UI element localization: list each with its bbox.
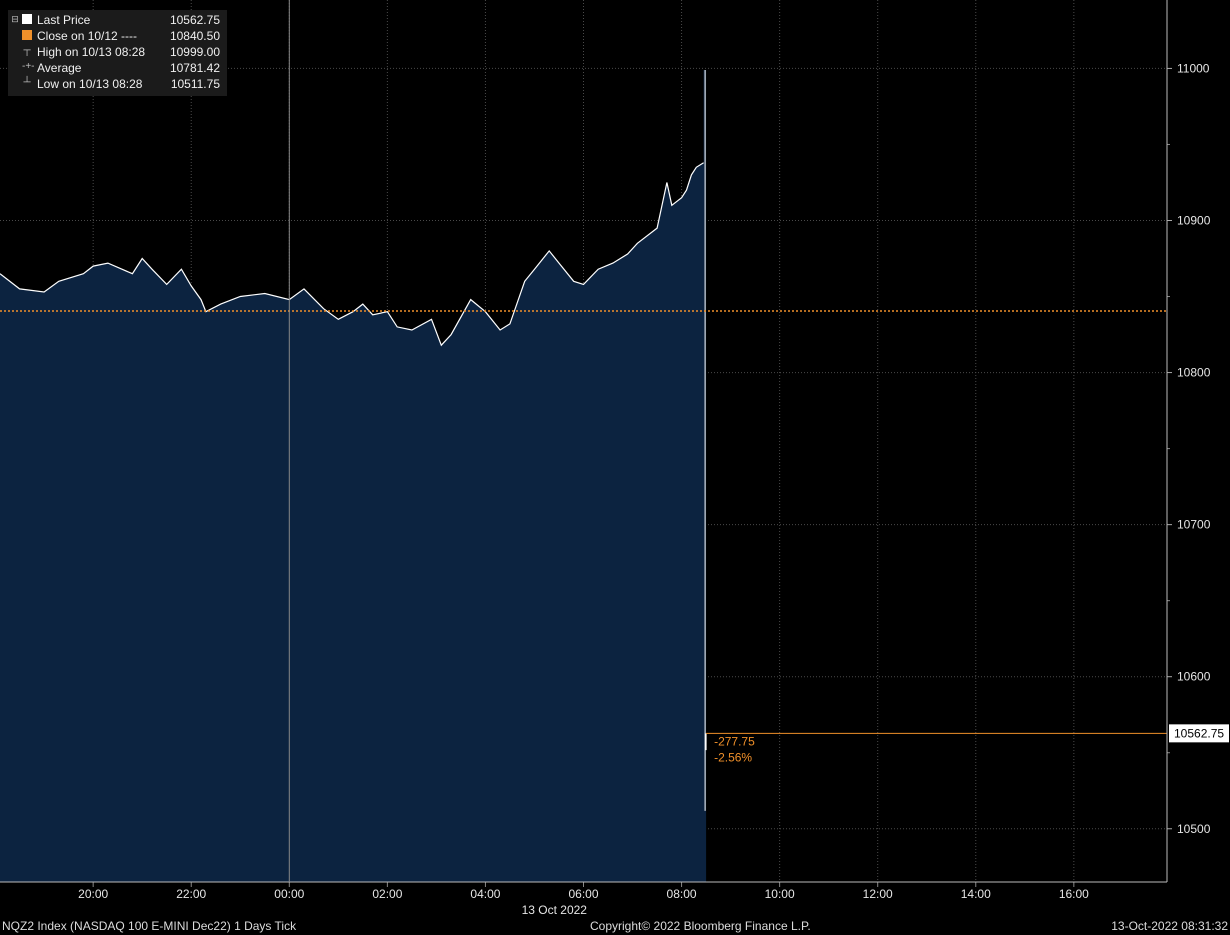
x-tick-label: 00:00 — [274, 887, 304, 901]
close-marker-icon — [22, 30, 32, 40]
legend-value: 10840.50 — [169, 29, 220, 43]
legend-row-average: -+- Average 10781.42 — [8, 60, 227, 76]
price-area-fill — [0, 70, 707, 882]
y-tick-label: 10500 — [1177, 822, 1211, 836]
change-points-label: -277.75 — [714, 734, 755, 748]
legend-label: Close on 10/12 ---- — [37, 29, 138, 43]
last-price-tag-box — [1169, 724, 1229, 743]
axis-layer: 20:00 22:00 00:00 02:00 04:00 06:00 08:00 10:00… — [0, 0, 1211, 901]
x-tick-label: 08:00 — [667, 887, 697, 901]
low-marker-icon: ┴ — [23, 77, 31, 88]
x-tick-label: 10:00 — [765, 887, 795, 901]
x-tick-label: 20:00 — [78, 887, 108, 901]
footer-security-label: NQZ2 Index (NASDAQ 100 E-MINI Dec22) 1 D… — [2, 919, 297, 933]
legend-row-close: Close on 10/12 ---- 10840.50 — [8, 28, 227, 44]
x-tick-label: 14:00 — [961, 887, 991, 901]
x-tick-label: 22:00 — [176, 887, 206, 901]
legend-value: 10781.42 — [169, 61, 220, 75]
legend-row-high: ┬ High on 10/13 08:28 10999.00 — [8, 44, 227, 60]
x-tick-label: 12:00 — [863, 887, 893, 901]
x-tick-label: 02:00 — [372, 887, 402, 901]
x-tick-label: 06:00 — [568, 887, 598, 901]
legend-value: 10562.75 — [169, 13, 220, 27]
legend-value: 10511.75 — [170, 77, 220, 91]
average-marker-icon: -+- — [22, 61, 35, 72]
date-label: 13 Oct 2022 — [522, 903, 588, 917]
y-tick-label: 11000 — [1177, 61, 1210, 75]
legend-label: Last Price — [37, 13, 91, 27]
last-price-tag: 10562.75 — [1169, 724, 1229, 743]
legend-label: Low on 10/13 08:28 — [37, 77, 143, 91]
legend-value: 10999.00 — [169, 45, 220, 59]
change-percent-label: -2.56% — [714, 750, 752, 764]
x-tick-label: 16:00 — [1059, 887, 1089, 901]
y-tick-label: 10600 — [1177, 670, 1211, 684]
footer-copyright: Copyright© 2022 Bloomberg Finance L.P. — [590, 919, 811, 933]
high-marker-icon: ┬ — [23, 45, 31, 56]
legend-label: Average — [37, 61, 82, 75]
x-tick-label: 04:00 — [470, 887, 500, 901]
y-tick-label: 10800 — [1177, 366, 1211, 380]
footer-timestamp: 13-Oct-2022 08:31:32 — [1111, 919, 1228, 933]
legend-row-last-price: ⊟ Last Price 10562.75 — [8, 12, 227, 28]
collapse-icon[interactable]: ⊟ — [11, 14, 19, 24]
legend-box: ⊟ Last Price 10562.75 Close on 10/12 ---… — [8, 10, 227, 96]
y-tick-label: 10700 — [1177, 518, 1211, 532]
last-price-tag-text: 10562.75 — [1174, 726, 1224, 740]
y-tick-label: 10900 — [1177, 214, 1211, 228]
last-price-marker-icon — [22, 14, 32, 24]
price-line — [0, 162, 704, 347]
legend-label: High on 10/13 08:28 — [37, 45, 146, 59]
legend-row-low: ┴ Low on 10/13 08:28 10511.75 — [8, 76, 227, 92]
price-drop-line — [704, 70, 707, 811]
